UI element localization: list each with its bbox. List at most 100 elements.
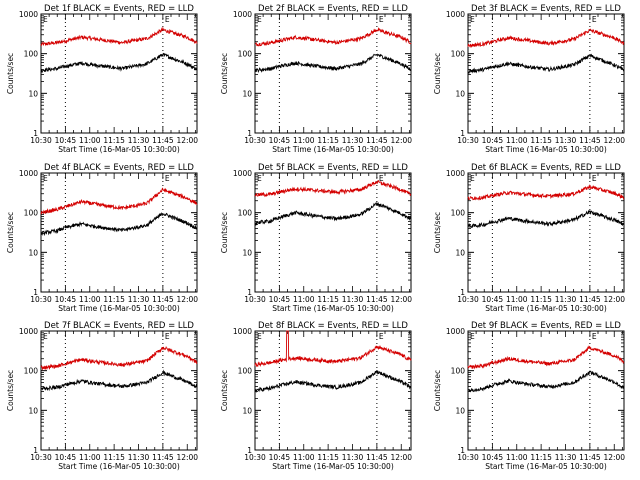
x-tick-label: 10:45 (269, 295, 291, 304)
x-tick-label: 11:15 (317, 295, 339, 304)
y-tick-label: 1000 (446, 10, 465, 19)
y-tick-label: 1000 (19, 169, 38, 178)
x-tick-label: 11:00 (506, 453, 528, 462)
events-series-line (467, 53, 625, 75)
events-series-line (40, 52, 198, 74)
marker-label: E (165, 332, 170, 341)
x-tick-label: 11:30 (342, 295, 364, 304)
x-tick-label: 12:00 (176, 136, 198, 145)
panel-det-6: Det 6f BLACK = Events, RED = LLD 1 10 100 10… (433, 163, 625, 313)
x-axis-label: Start Time (16-Mar-05 10:30:00) (485, 304, 607, 313)
marker-label: E (379, 174, 384, 183)
plot-frame (40, 330, 198, 451)
y-tick-label: 1 (460, 129, 465, 138)
x-tick-label: 11:00 (79, 136, 101, 145)
panel-title: Det 1f BLACK = Events, RED = LLD (44, 4, 194, 14)
y-tick-label: 1000 (233, 10, 252, 19)
y-axis-label: Counts/sec (6, 53, 15, 94)
y-tick-label: 1000 (19, 327, 38, 336)
panel-det-8: Det 8f BLACK = Events, RED = LLD 1 10 100 10… (220, 321, 412, 471)
x-tick-label: 11:15 (530, 295, 552, 304)
y-tick-label: 10 (28, 406, 38, 415)
y-tick-label: 10 (455, 89, 465, 98)
marker-label: E (257, 332, 262, 341)
x-axis-label: Start Time (16-Mar-05 10:30:00) (485, 462, 607, 471)
x-tick-label: 11:00 (79, 453, 101, 462)
x-tick-label: 11:15 (530, 453, 552, 462)
y-tick-label: 10 (455, 248, 465, 257)
y-tick-label: 100 (238, 367, 253, 376)
marker-label: E (592, 332, 597, 341)
lld-series-line (254, 330, 412, 368)
y-axis-label: Counts/sec (220, 53, 229, 94)
y-tick-label: 10 (455, 406, 465, 415)
y-tick-label: 100 (451, 209, 466, 218)
y-tick-label: 100 (24, 367, 39, 376)
x-axis-label: Start Time (16-Mar-05 10:30:00) (58, 145, 180, 154)
y-tick-label: 1 (460, 446, 465, 455)
x-tick-label: 11:30 (342, 453, 364, 462)
x-tick-label: 11:30 (342, 136, 364, 145)
marker-label: E (43, 15, 48, 24)
y-axis-label: Counts/sec (220, 212, 229, 253)
y-axis-label: Counts/sec (433, 370, 442, 411)
x-tick-label: 11:30 (128, 136, 150, 145)
x-tick-label: 10:30 (30, 295, 52, 304)
panel-title: Det 4f BLACK = Events, RED = LLD (44, 163, 194, 173)
panel-det-9: Det 9f BLACK = Events, RED = LLD 1 10 100 10… (433, 321, 625, 471)
y-tick-label: 1 (247, 446, 252, 455)
y-axis-label: Counts/sec (433, 53, 442, 94)
x-tick-label: 11:30 (555, 453, 577, 462)
x-tick-label: 11:45 (152, 136, 174, 145)
events-series-line (40, 369, 198, 392)
x-tick-label: 12:00 (176, 295, 198, 304)
panel-det-4: Det 4f BLACK = Events, RED = LLD 1 10 100 10… (6, 163, 198, 313)
x-axis-label: Start Time (16-Mar-05 10:30:00) (58, 304, 180, 313)
x-axis-label: Start Time (16-Mar-05 10:30:00) (272, 462, 394, 471)
panel-det-2: Det 2f BLACK = Events, RED = LLD 1 10 100 10… (220, 4, 412, 154)
x-tick-label: 10:45 (482, 295, 504, 304)
y-tick-label: 1 (33, 288, 38, 297)
panel-det-5: Det 5f BLACK = Events, RED = LLD 1 10 100 10… (220, 163, 412, 313)
x-tick-label: 12:00 (603, 453, 625, 462)
panel-title: Det 8f BLACK = Events, RED = LLD (258, 321, 408, 331)
plot-frame (254, 330, 412, 451)
y-tick-label: 100 (24, 50, 39, 59)
lld-series-line (40, 26, 198, 47)
x-tick-label: 11:45 (366, 136, 388, 145)
marker-label: E (470, 15, 475, 24)
x-tick-label: 11:00 (79, 295, 101, 304)
plot-frame (254, 172, 412, 293)
x-tick-label: 11:15 (317, 453, 339, 462)
y-axis-label: Counts/sec (220, 370, 229, 411)
y-tick-label: 1 (460, 288, 465, 297)
y-tick-label: 100 (24, 209, 39, 218)
x-tick-label: 11:45 (152, 295, 174, 304)
panel-title: Det 3f BLACK = Events, RED = LLD (471, 4, 621, 14)
panel-title: Det 7f BLACK = Events, RED = LLD (44, 321, 194, 331)
x-tick-label: 11:00 (506, 136, 528, 145)
y-tick-label: 1000 (233, 169, 252, 178)
x-tick-label: 12:00 (176, 453, 198, 462)
lld-series-line (467, 184, 625, 201)
y-tick-label: 1 (247, 288, 252, 297)
x-tick-label: 11:30 (555, 136, 577, 145)
events-series-line (40, 212, 198, 237)
x-tick-label: 10:30 (30, 136, 52, 145)
x-axis-label: Start Time (16-Mar-05 10:30:00) (272, 304, 394, 313)
x-tick-label: 11:15 (103, 295, 125, 304)
events-series-line (467, 370, 625, 393)
x-tick-label: 10:30 (244, 295, 266, 304)
marker-label: E (43, 174, 48, 183)
lld-series-line (467, 28, 625, 49)
y-tick-label: 1000 (19, 10, 38, 19)
y-axis-label: Counts/sec (433, 212, 442, 253)
x-tick-label: 11:00 (506, 295, 528, 304)
x-axis-label: Start Time (16-Mar-05 10:30:00) (272, 145, 394, 154)
x-tick-label: 12:00 (603, 136, 625, 145)
plot-frame (40, 13, 198, 134)
marker-label: E (592, 15, 597, 24)
lld-series-line (467, 345, 625, 370)
events-series-line (254, 53, 412, 74)
marker-label: E (165, 15, 170, 24)
